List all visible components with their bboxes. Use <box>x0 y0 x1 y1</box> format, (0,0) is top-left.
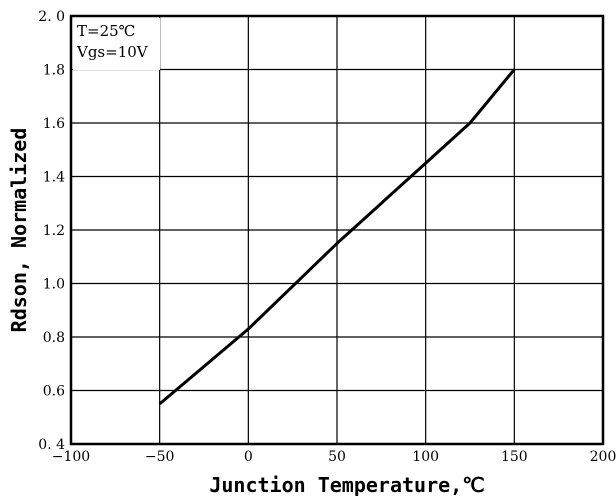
x-tick-label: −50 <box>145 449 175 465</box>
x-tick-label: 200 <box>590 449 616 465</box>
y-tick-label: 0. 4 <box>38 437 65 453</box>
annotation-box: T=25℃ Vgs=10V <box>73 18 160 70</box>
y-tick-label: 1.6 <box>43 116 65 132</box>
y-tick-label: 2. 0 <box>38 9 65 25</box>
y-axis-title: Rdson, Normalized <box>7 128 31 333</box>
x-tick-label: 50 <box>328 449 346 465</box>
y-tick-label: 1.0 <box>43 277 65 293</box>
grid <box>71 16 603 444</box>
x-tick-label: 150 <box>501 449 528 465</box>
x-tick-label: 100 <box>412 449 439 465</box>
y-tick-label: 1.2 <box>43 223 65 239</box>
annotation-text: T=25℃ <box>77 22 135 40</box>
y-tick-label: 0.8 <box>43 330 65 346</box>
x-axis-title: Junction Temperature,℃ <box>209 473 484 497</box>
y-tick-label: 1.8 <box>43 63 65 79</box>
x-tick-label: 0 <box>244 449 253 465</box>
annotation-text: Vgs=10V <box>76 43 149 61</box>
y-tick-label: 1.4 <box>43 170 65 186</box>
y-tick-label: 0.6 <box>43 384 65 400</box>
